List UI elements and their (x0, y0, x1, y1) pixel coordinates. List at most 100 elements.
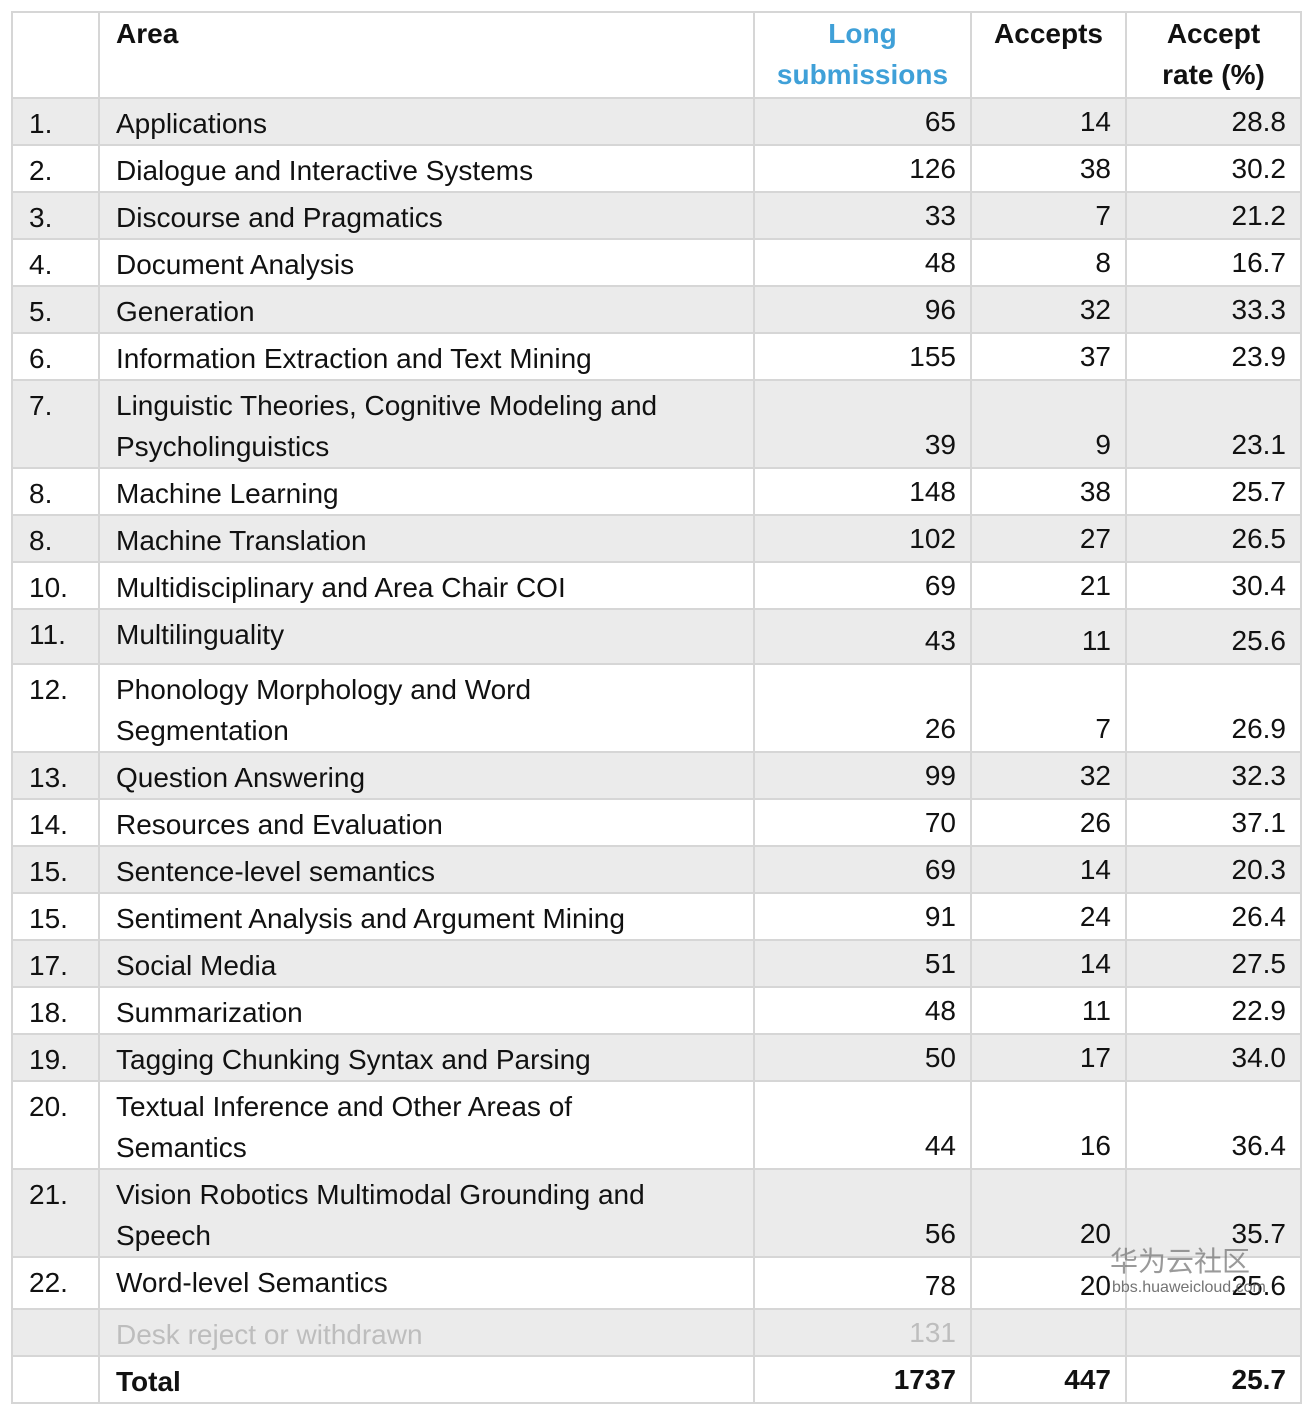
number-cell: 32 (970, 285, 1127, 334)
number-cell: 32 (970, 751, 1127, 800)
area-line: Semantics (116, 1132, 247, 1163)
number-cell: 35.7 (1125, 1168, 1302, 1258)
area-cell: Machine Translation (98, 514, 755, 563)
area-cell: Summarization (98, 986, 755, 1035)
number-cell: 99 (753, 751, 972, 800)
area-cell: Machine Learning (98, 467, 755, 516)
area-line: Phonology Morphology and Word (116, 674, 532, 705)
area-line: Speech (116, 1220, 211, 1251)
number-cell: 34.0 (1125, 1033, 1302, 1082)
rank-cell: 21. (11, 1168, 100, 1258)
number-cell: 78 (753, 1256, 972, 1310)
table-row: 20. Textual Inference and Other Areas of S… (11, 1080, 1302, 1170)
table-row: 12. Phonology Morphology and Word Segmenta… (11, 663, 1302, 753)
number-cell: 14 (970, 939, 1127, 988)
number-cell: 9 (970, 379, 1127, 469)
watermark-url: bbs.huaweicloud.com (1112, 1279, 1266, 1296)
number-cell: 155 (753, 332, 972, 381)
number-cell: 48 (753, 238, 972, 287)
number-cell: 26 (753, 663, 972, 753)
number-cell: 30.2 (1125, 144, 1302, 193)
area-cell: Multidisciplinary and Area Chair COI (98, 561, 755, 610)
number-cell: 11 (970, 986, 1127, 1035)
number-cell: 14 (970, 97, 1127, 146)
number-cell: 28.8 (1125, 97, 1302, 146)
number-cell: 26.5 (1125, 514, 1302, 563)
area-cell: Information Extraction and Text Mining (98, 332, 755, 381)
area-cell: Social Media (98, 939, 755, 988)
number-cell: 32.3 (1125, 751, 1302, 800)
number-cell: 20 (970, 1256, 1127, 1310)
watermark-title: 华为云社区 (1110, 1246, 1251, 1277)
number-cell: 148 (753, 467, 972, 516)
number-cell: 7 (970, 663, 1127, 753)
table-row: 21. Vision Robotics Multimodal Grounding … (11, 1168, 1302, 1258)
number-cell: 126 (753, 144, 972, 193)
number-cell: 26.4 (1125, 892, 1302, 941)
empty-cell (970, 1308, 1127, 1357)
number-cell: 39 (753, 379, 972, 469)
table-row: 14. Resources and Evaluation 70 26 37.1 (11, 798, 1302, 847)
number-cell: 21 (970, 561, 1127, 610)
area-cell: Dialogue and Interactive Systems (98, 144, 755, 193)
table-row: 22. Word-level Semantics 78 20 25.6 (11, 1256, 1302, 1310)
table-row: 2. Dialogue and Interactive Systems 126 38 3… (11, 144, 1302, 193)
area-cell: Document Analysis (98, 238, 755, 287)
area-cell: Word-level Semantics (98, 1256, 755, 1310)
number-cell: 20.3 (1125, 845, 1302, 894)
number-cell: 91 (753, 892, 972, 941)
rank-cell: 22. (11, 1256, 100, 1310)
results-table: Area Long submissions Accepts Accept rat… (11, 11, 1302, 1404)
number-cell: 14 (970, 845, 1127, 894)
area-cell: Sentence-level semantics (98, 845, 755, 894)
number-cell: 65 (753, 97, 972, 146)
number-cell: 38 (970, 467, 1127, 516)
number-cell: 25.7 (1125, 467, 1302, 516)
area-cell: Question Answering (98, 751, 755, 800)
empty-cell (11, 1355, 100, 1404)
area-cell: Phonology Morphology and Word Segmentatio… (98, 663, 755, 753)
area-cell: Sentiment Analysis and Argument Mining (98, 892, 755, 941)
header-text: Long submissions (776, 18, 949, 90)
rank-cell: 12. (11, 663, 100, 753)
header-cell: Area (98, 11, 755, 99)
table-row: 18. Summarization 48 11 22.9 (11, 986, 1302, 1035)
rank-cell: 1. (11, 97, 100, 146)
number-cell: 26 (970, 798, 1127, 847)
number-cell: 27.5 (1125, 939, 1302, 988)
empty-cell (1125, 1308, 1302, 1357)
number-cell: 70 (753, 798, 972, 847)
rank-cell: 6. (11, 332, 100, 381)
number-cell: 36.4 (1125, 1080, 1302, 1170)
table-row: 10. Multidisciplinary and Area Chair COI 6… (11, 561, 1302, 610)
table-row: 19. Tagging Chunking Syntax and Parsing 50… (11, 1033, 1302, 1082)
rank-cell: 14. (11, 798, 100, 847)
header-cell (11, 11, 100, 99)
table-row: 8. Machine Translation 102 27 26.5 (11, 514, 1302, 563)
rank-cell: 8. (11, 514, 100, 563)
table-row: 4. Document Analysis 48 8 16.7 (11, 238, 1302, 287)
number-cell: 44 (753, 1080, 972, 1170)
rank-cell: 17. (11, 939, 100, 988)
table-row: Total 1737 447 25.7 (11, 1355, 1302, 1404)
rank-cell: 2. (11, 144, 100, 193)
area-cell: Textual Inference and Other Areas of Sema… (98, 1080, 755, 1170)
table-row: 15. Sentence-level semantics 69 14 20.3 (11, 845, 1302, 894)
number-cell: 43 (753, 608, 972, 665)
number-cell: 33 (753, 191, 972, 240)
area-cell: Total (98, 1355, 755, 1404)
rank-cell: 4. (11, 238, 100, 287)
area-cell: Generation (98, 285, 755, 334)
table-row: 11. Multilinguality 43 11 25.6 (11, 608, 1302, 665)
table-row: 15. Sentiment Analysis and Argument Minin… (11, 892, 1302, 941)
area-cell: Tagging Chunking Syntax and Parsing (98, 1033, 755, 1082)
number-cell: 27 (970, 514, 1127, 563)
number-cell: 26.9 (1125, 663, 1302, 753)
area-line: Segmentation (116, 715, 289, 746)
number-cell: 56 (753, 1168, 972, 1258)
table-row: 17. Social Media 51 14 27.5 (11, 939, 1302, 988)
number-cell: 51 (753, 939, 972, 988)
table-body: 1. Applications 65 14 28.8 2. Dialogue and Int… (11, 97, 1302, 1404)
number-cell: 16.7 (1125, 238, 1302, 287)
number-cell: 25.7 (1125, 1355, 1302, 1404)
